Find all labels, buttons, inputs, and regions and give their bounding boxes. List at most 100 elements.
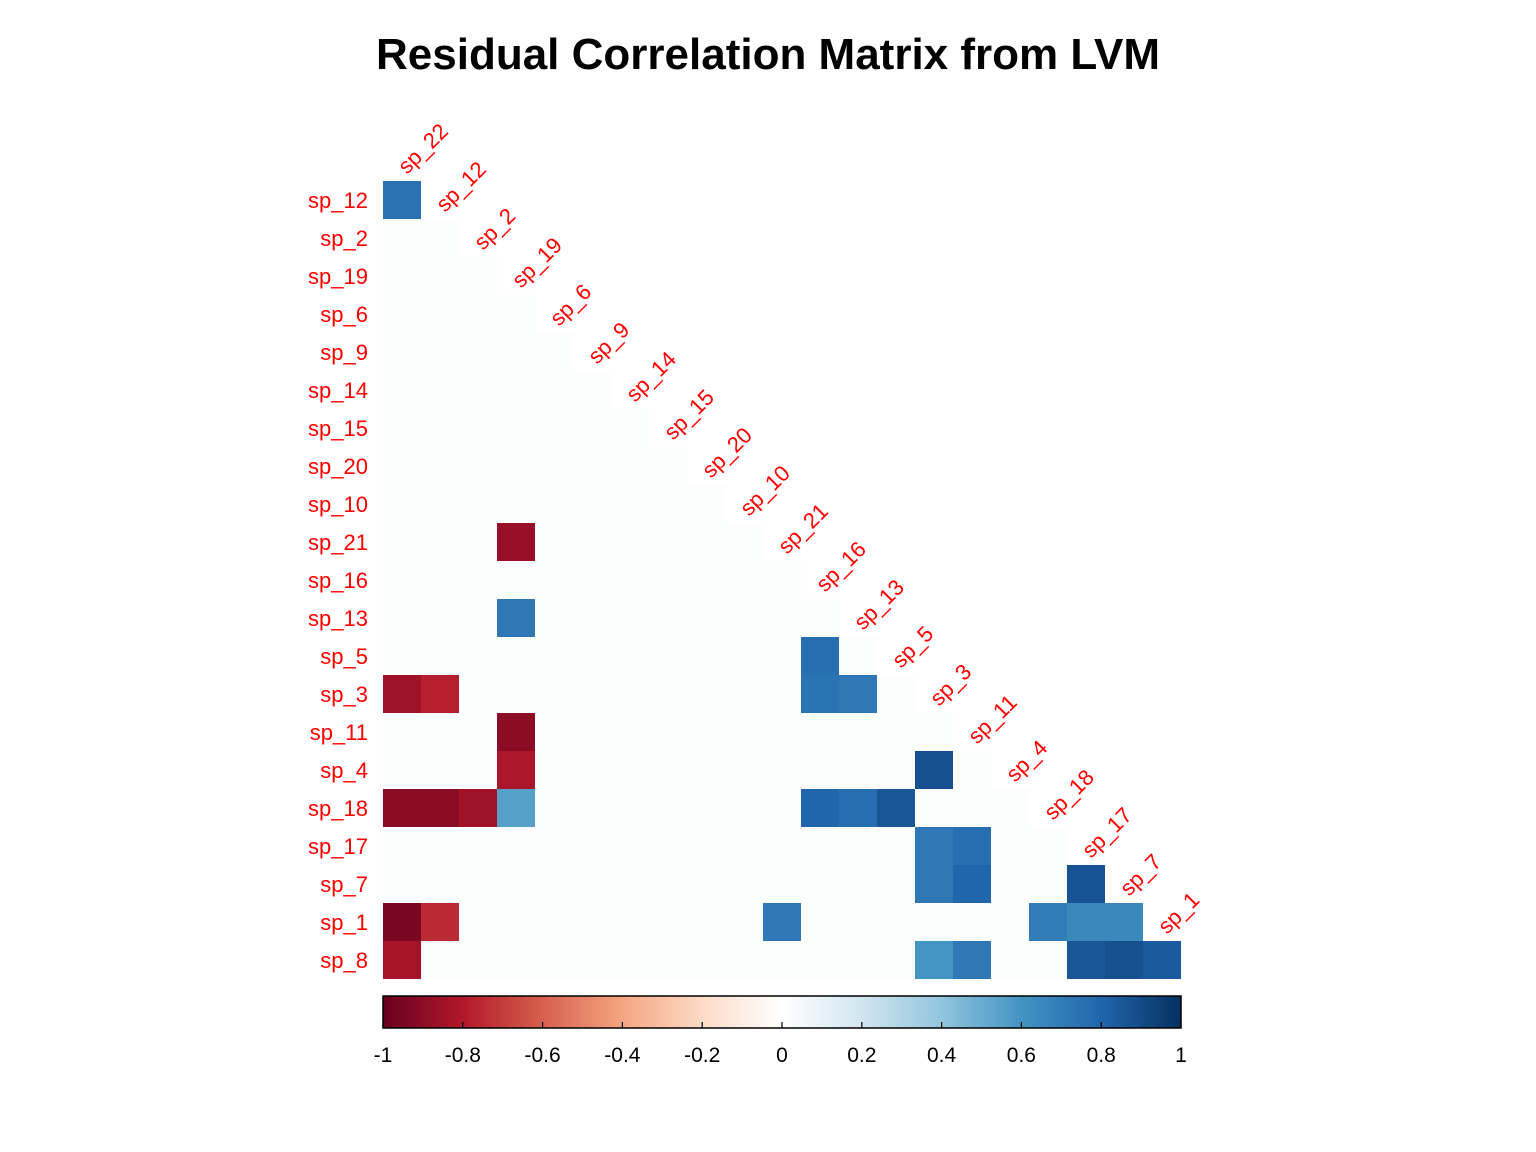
heatmap-cell [421, 903, 459, 941]
heatmap-cell-empty [991, 865, 1030, 904]
heatmap-cell-empty [877, 827, 916, 866]
heatmap-cell-empty [725, 903, 764, 942]
heatmap-cell-empty [383, 637, 422, 676]
heatmap-cell-empty [611, 865, 650, 904]
column-label: sp_10 [735, 460, 795, 520]
row-label: sp_1 [320, 910, 368, 935]
heatmap-cell-empty [535, 523, 574, 562]
heatmap-cell-empty [611, 637, 650, 676]
heatmap-cell-empty [649, 485, 688, 524]
row-label: sp_14 [308, 378, 368, 403]
heatmap-cell-empty [611, 751, 650, 790]
heatmap-cell-empty [763, 865, 802, 904]
heatmap-cell-empty [801, 827, 840, 866]
heatmap-cell-empty [687, 485, 726, 524]
heatmap-cell-empty [611, 713, 650, 752]
colorbar-tick-label: 0.6 [1007, 1044, 1036, 1067]
heatmap-cell-empty [535, 941, 574, 980]
heatmap-cell-empty [801, 941, 840, 980]
heatmap-cell-empty [459, 333, 498, 372]
heatmap-cell-empty [877, 941, 916, 980]
heatmap-cell-empty [725, 523, 764, 562]
heatmap-cell-empty [915, 789, 954, 828]
heatmap-cell-empty [725, 561, 764, 600]
heatmap-cell-empty [383, 523, 422, 562]
column-label: sp_13 [849, 574, 909, 634]
heatmap-cell-empty [611, 903, 650, 942]
heatmap-cell-empty [649, 523, 688, 562]
heatmap-cell-empty [687, 941, 726, 980]
heatmap-cell-empty [573, 371, 612, 410]
heatmap-cell-empty [953, 789, 992, 828]
heatmap-cell-empty [953, 903, 992, 942]
heatmap-cell-empty [421, 485, 460, 524]
colorbar-tick-label: 0.8 [1087, 1044, 1116, 1067]
column-label: sp_19 [507, 232, 567, 292]
heatmap-cell-empty [535, 865, 574, 904]
heatmap-cell-empty [421, 295, 460, 334]
heatmap-cell-empty [839, 903, 878, 942]
heatmap-cell-empty [991, 789, 1030, 828]
heatmap-cell [877, 789, 915, 827]
heatmap-cell-empty [421, 637, 460, 676]
heatmap-cell-empty [535, 447, 574, 486]
column-label: sp_4 [1001, 735, 1052, 786]
heatmap-cell [763, 903, 801, 941]
heatmap-cell-empty [459, 941, 498, 980]
heatmap-cell [1029, 903, 1067, 941]
heatmap-cell-empty [383, 751, 422, 790]
heatmap-cell-empty [611, 599, 650, 638]
heatmap-cell-empty [535, 409, 574, 448]
heatmap-cell [1067, 865, 1105, 903]
heatmap-cell-empty [687, 865, 726, 904]
heatmap-cell-empty [801, 751, 840, 790]
column-label: sp_22 [393, 118, 453, 178]
heatmap-cell-empty [497, 333, 536, 372]
heatmap-cell-empty [611, 447, 650, 486]
row-label: sp_4 [320, 758, 368, 783]
heatmap-cell-empty [991, 827, 1030, 866]
heatmap-cell-empty [421, 827, 460, 866]
colorbar-tick-label: -0.8 [445, 1044, 481, 1067]
column-label: sp_16 [811, 536, 871, 596]
heatmap-cell [953, 865, 991, 903]
heatmap-cell-empty [649, 713, 688, 752]
column-label: sp_12 [431, 156, 491, 216]
heatmap-cell [497, 599, 535, 637]
heatmap-cell-empty [383, 485, 422, 524]
row-label: sp_19 [308, 264, 368, 289]
column-label: sp_20 [697, 422, 757, 482]
heatmap-cell-empty [535, 561, 574, 600]
heatmap-cell-empty [687, 751, 726, 790]
heatmap-cell-empty [1029, 941, 1068, 980]
heatmap-cell-empty [877, 751, 916, 790]
heatmap-cell-empty [421, 599, 460, 638]
column-label: sp_17 [1077, 802, 1137, 862]
heatmap-cell-empty [383, 713, 422, 752]
heatmap-cell-empty [573, 599, 612, 638]
heatmap-cell-empty [877, 675, 916, 714]
heatmap-cell [915, 751, 953, 789]
heatmap-cell-empty [1029, 865, 1068, 904]
row-label: sp_3 [320, 682, 368, 707]
colorbar-tick-label: 0.4 [927, 1044, 957, 1067]
heatmap-cell-empty [573, 409, 612, 448]
heatmap-cell-empty [725, 713, 764, 752]
heatmap-cell-empty [725, 675, 764, 714]
heatmap-cell [497, 713, 535, 751]
heatmap-cell [915, 941, 953, 979]
heatmap-cell-empty [459, 827, 498, 866]
heatmap-cell-empty [649, 637, 688, 676]
heatmap-cell-empty [991, 941, 1030, 980]
heatmap-cell-empty [535, 903, 574, 942]
heatmap-cell-empty [649, 827, 688, 866]
heatmap-cell-empty [573, 903, 612, 942]
heatmap-cell-empty [573, 713, 612, 752]
heatmap-cell-empty [687, 675, 726, 714]
heatmap-cell-empty [383, 257, 422, 296]
heatmap-cell-empty [383, 333, 422, 372]
heatmap-cell [1105, 903, 1143, 941]
column-label: sp_1 [1153, 887, 1204, 938]
heatmap-cell-empty [611, 941, 650, 980]
